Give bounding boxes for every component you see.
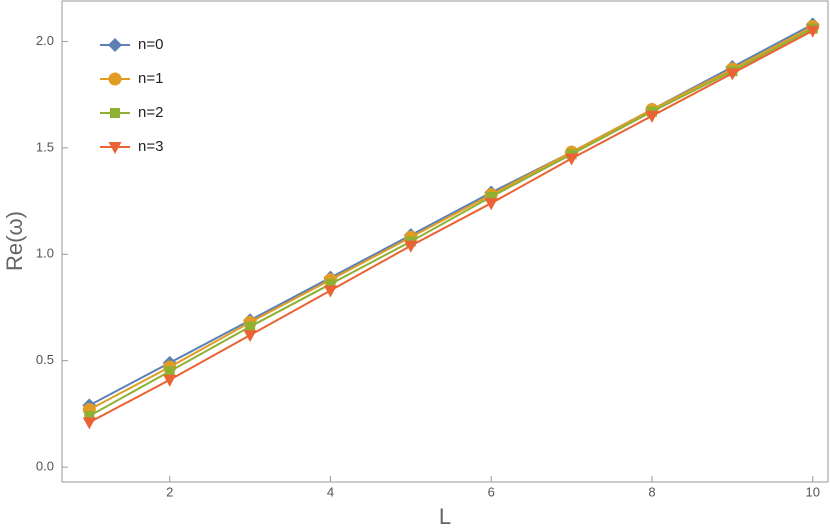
- legend-label: n=3: [138, 138, 163, 155]
- x-axis-label: L: [439, 504, 451, 529]
- legend-label: n=2: [138, 104, 163, 121]
- legend-marker: [108, 38, 122, 52]
- y-tick-label: 1.5: [36, 139, 54, 154]
- data-point: [323, 285, 337, 298]
- x-tick-label: 6: [488, 484, 495, 499]
- series-line: [88, 27, 814, 417]
- y-axis-label: Re(ω): [2, 211, 27, 271]
- y-tick-label: 1.0: [36, 246, 54, 261]
- data-point: [725, 68, 739, 81]
- data-point: [325, 279, 336, 290]
- data-point: [164, 366, 175, 377]
- data-point: [404, 240, 418, 253]
- data-point: [486, 191, 497, 202]
- legend-marker: [108, 72, 122, 86]
- y-tick-label: 0.5: [36, 352, 54, 367]
- data-point: [806, 25, 820, 38]
- data-point: [82, 417, 96, 430]
- legend-label: n=1: [138, 70, 163, 87]
- series-line: [88, 29, 814, 424]
- plot-frame: [61, 0, 829, 483]
- data-point: [163, 374, 177, 387]
- data-point: [245, 321, 256, 332]
- legend-label: n=0: [138, 36, 163, 53]
- x-tick-label: 10: [805, 484, 819, 499]
- data-point: [243, 330, 257, 343]
- data-point: [484, 198, 498, 211]
- x-tick-label: 2: [166, 484, 173, 499]
- legend-marker: [108, 142, 122, 154]
- y-tick-label: 0.0: [36, 459, 54, 474]
- data-point: [565, 153, 579, 166]
- series-line: [88, 25, 814, 411]
- data-point: [84, 411, 95, 422]
- data-point: [645, 110, 659, 123]
- x-tick-label: 8: [648, 484, 655, 499]
- legend-marker: [110, 108, 120, 118]
- x-tick-label: 4: [327, 484, 334, 499]
- y-tick-label: 2.0: [36, 33, 54, 48]
